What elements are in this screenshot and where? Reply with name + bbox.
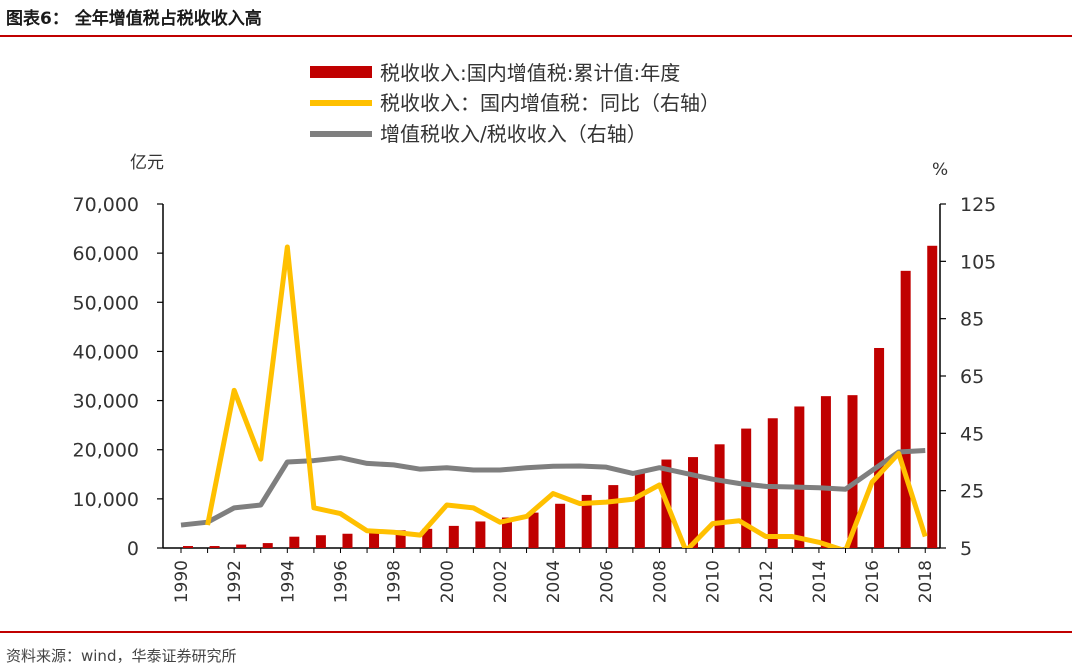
left-tick-label: 50,000 (73, 292, 139, 314)
bar-vat-revenue (581, 494, 592, 548)
top-divider (0, 35, 1072, 37)
right-tick-label: 45 (960, 423, 984, 445)
bottom-divider (0, 631, 1072, 633)
x-tick-label: 2004 (544, 560, 564, 603)
chart-title: 图表6： 全年增值税占税收收入高 (6, 9, 262, 29)
bar-vat-revenue (475, 521, 486, 548)
x-tick-label: 2010 (704, 560, 724, 603)
bar-vat-revenue (395, 530, 406, 548)
bar-vat-revenue (183, 546, 193, 548)
bar-vat-revenue (874, 347, 885, 548)
legend-label-bar: 税收收入:国内增值税:累计值:年度 (380, 61, 680, 85)
bar-vat-revenue (369, 531, 380, 548)
legend-swatch-bar (310, 66, 372, 78)
x-tick-label: 2012 (757, 560, 777, 603)
source-note: 资料来源：wind，华泰证券研究所 (6, 647, 237, 665)
x-tick-label: 1996 (331, 560, 351, 603)
x-tick-label: 1998 (385, 560, 405, 603)
right-axis-unit: % (932, 160, 948, 180)
right-tick-label: 125 (960, 194, 996, 216)
bar-vat-revenue (847, 395, 858, 548)
bar-vat-revenue (794, 406, 805, 548)
bar-vat-revenue (236, 544, 247, 548)
x-tick-label: 2008 (650, 560, 670, 603)
bar-vat-revenue (688, 457, 699, 548)
left-tick-label: 60,000 (73, 243, 139, 265)
left-tick-label: 70,000 (73, 194, 139, 216)
left-axis-unit: 亿元 (130, 153, 164, 173)
bar-vat-revenue (634, 471, 645, 548)
left-tick-label: 0 (127, 538, 139, 560)
bar-vat-revenue (528, 512, 539, 548)
left-tick-label: 10,000 (73, 489, 139, 511)
right-tick-label: 105 (960, 251, 996, 273)
right-tick-label: 65 (960, 366, 984, 388)
bar-vat-revenue (315, 535, 326, 548)
bar-vat-revenue (262, 543, 273, 548)
bar-vat-revenue (209, 546, 220, 548)
line-vat-share (180, 448, 926, 528)
bar-vat-revenue (422, 528, 433, 548)
bar-vat-revenue (448, 525, 459, 548)
x-tick-label: 1990 (172, 560, 192, 603)
bar-vat-revenue (501, 517, 512, 548)
x-tick-label: 2002 (491, 560, 511, 603)
legend-label-yoy: 税收收入：国内增值税：同比（右轴） (380, 91, 720, 115)
bar-vat-revenue (741, 428, 752, 548)
bar-vat-revenue (767, 418, 778, 548)
line-vat-yoy (205, 244, 928, 548)
x-tick-label: 2016 (863, 560, 883, 603)
left-tick-label: 20,000 (73, 440, 139, 462)
x-tick-label: 2018 (916, 560, 936, 603)
bar-vat-revenue (714, 444, 725, 548)
x-tick-label: 1992 (225, 560, 245, 603)
legend-label-share: 增值税收入/税收收入（右轴） (380, 122, 647, 146)
bar-vat-revenue (289, 536, 300, 548)
left-tick-label: 30,000 (73, 391, 139, 413)
right-tick-label: 5 (960, 538, 972, 560)
x-tick-label: 1994 (278, 560, 298, 603)
x-tick-label: 2014 (810, 560, 830, 603)
right-tick-label: 85 (960, 309, 984, 331)
left-tick-label: 40,000 (73, 341, 139, 363)
bar-vat-revenue (900, 270, 911, 548)
bar-vat-revenue (342, 533, 353, 548)
bar-vat-revenue (555, 503, 566, 548)
x-tick-label: 2006 (597, 560, 617, 603)
right-tick-label: 25 (960, 481, 984, 503)
bar-vat-revenue (820, 396, 831, 548)
bar-vat-revenue (608, 485, 619, 548)
x-tick-label: 2000 (438, 560, 458, 603)
bar-vat-revenue (927, 245, 938, 548)
